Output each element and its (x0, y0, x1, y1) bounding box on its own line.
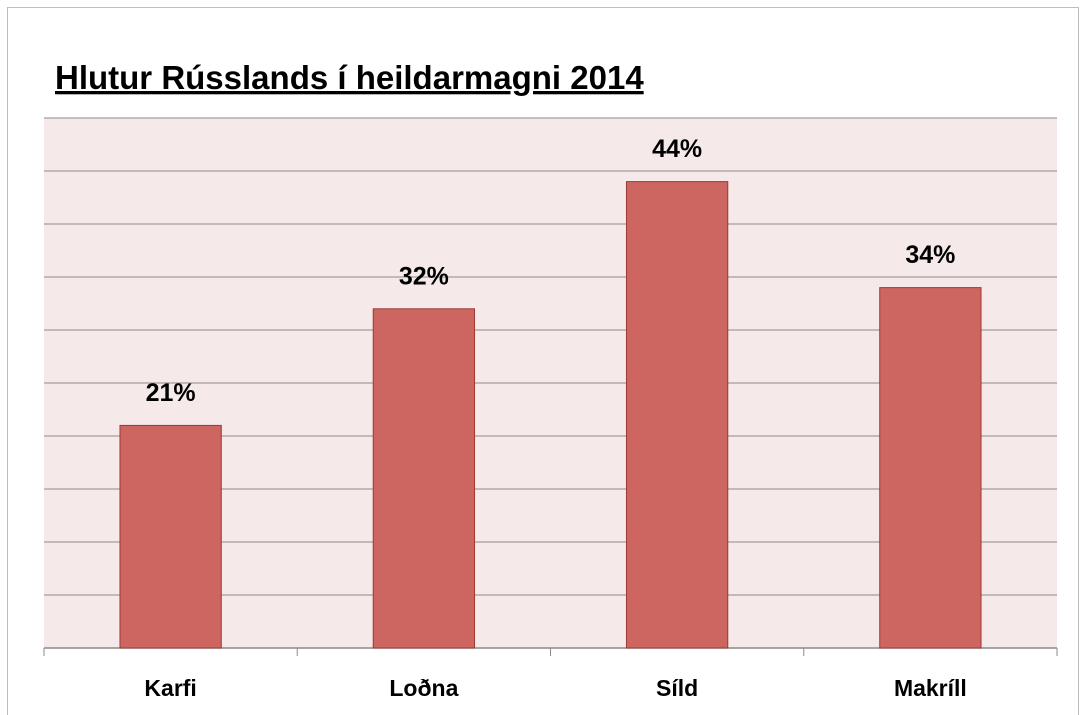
x-tick-label: Loðna (389, 675, 458, 701)
bar (372, 308, 476, 649)
data-label: 34% (905, 241, 955, 269)
bar (879, 287, 982, 649)
data-label: 44% (652, 135, 702, 163)
x-tick-label: Makríll (894, 675, 967, 701)
x-tick-label: Síld (656, 675, 698, 701)
x-tick-label: Karfi (144, 675, 196, 701)
data-label: 21% (146, 379, 196, 407)
bar (119, 424, 222, 649)
bar (625, 181, 729, 649)
chart-title: Hlutur Rússlands í heildarmagni 2014 (55, 59, 644, 96)
data-label: 32% (399, 262, 449, 290)
